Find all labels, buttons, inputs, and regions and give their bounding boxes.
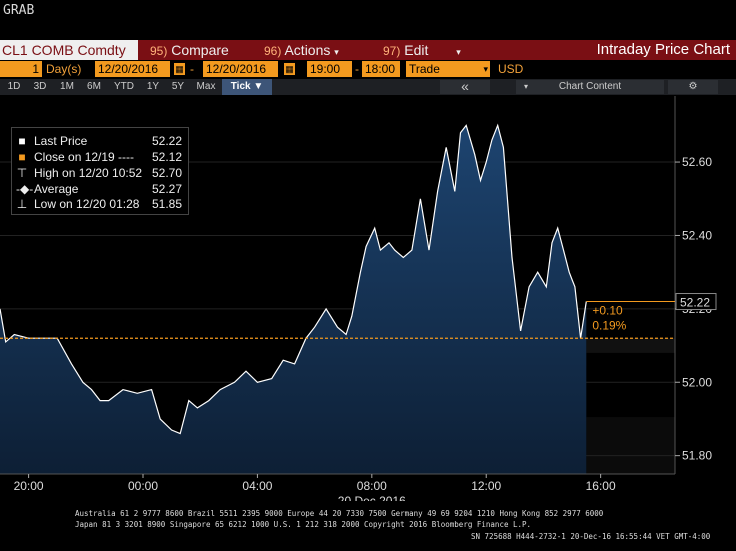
- actions-label: Actions: [284, 42, 331, 58]
- legend-average-label: Average: [34, 182, 79, 196]
- edit-number: 97): [383, 44, 401, 58]
- actions-dropdown-icon: ▾: [334, 47, 339, 57]
- chart-legend[interactable]: ■ Last Price 52.22 ■ Close on 12/19 ---- 5…: [11, 127, 189, 215]
- collapse-button[interactable]: «: [440, 79, 490, 94]
- legend-high-label: High on 12/20 10:52: [34, 166, 143, 180]
- chevron-down-icon: ▾: [483, 64, 488, 74]
- range-5y-button[interactable]: 5Y: [171, 81, 185, 92]
- chart-content-button[interactable]: ▾ Chart Content: [516, 80, 664, 94]
- footer-session: SN 725688 H444-2732-1 20-Dec-16 16:55:44…: [471, 532, 711, 541]
- calendar-icon[interactable]: ▦: [174, 63, 185, 75]
- range-1y-button[interactable]: 1Y: [146, 81, 160, 92]
- range-3d-button[interactable]: 3D: [33, 81, 47, 92]
- period-unit-label[interactable]: Day(s): [46, 62, 82, 76]
- square-icon: ■: [18, 150, 26, 164]
- x-tick-label-5: 16:00: [586, 479, 616, 493]
- legend-high-value: 52.70: [151, 166, 182, 180]
- y-tick-label-1: 52.40: [682, 228, 712, 242]
- legend-low-value: 51.85: [151, 197, 182, 211]
- range-ytd-button[interactable]: YTD: [114, 81, 134, 92]
- start-date-field[interactable]: 12/20/2016: [95, 61, 170, 77]
- range-toolbar: 1D 3D 1M 6M YTD 1Y 5Y Max Tick ▼ « ▾ Cha…: [0, 79, 736, 95]
- event-select[interactable]: Trade ▾: [406, 61, 490, 77]
- footer: Australia 61 2 9777 8600 Brazil 5511 239…: [0, 507, 736, 551]
- window-title: GRAB: [3, 3, 35, 18]
- y-tick-label-0: 52.60: [682, 155, 712, 169]
- period-count-field[interactable]: 1: [0, 61, 42, 77]
- x-tick-label-0: 20:00: [14, 479, 44, 493]
- last-price-tag: 52.22: [680, 296, 710, 310]
- footer-copyright: Japan 81 3 3201 8900 Singapore 65 6212 1…: [75, 520, 532, 529]
- actions-button[interactable]: 96) Actions ▾: [264, 40, 339, 60]
- tick-dropdown[interactable]: Tick ▼: [222, 79, 272, 95]
- change-percent: 0.19%: [592, 319, 626, 333]
- compare-button[interactable]: 95) Compare: [150, 40, 229, 60]
- legend-last-price: ■ Last Price 52.22: [16, 134, 184, 149]
- security-field[interactable]: CL1 COMB Comdty: [0, 40, 138, 60]
- legend-average-value: 52.27: [151, 182, 182, 196]
- calendar-icon[interactable]: ▦: [284, 63, 295, 75]
- chevron-down-icon: ▾: [524, 82, 529, 91]
- y-tick-label-4: 51.80: [682, 449, 712, 463]
- legend-average: -◆-Average 52.27: [16, 182, 184, 197]
- legend-low: ⊥ Low on 12/20 01:28 51.85: [16, 197, 184, 212]
- start-time-field[interactable]: 19:00: [307, 61, 352, 77]
- legend-high: ⊤ High on 12/20 10:52 52.70: [16, 166, 184, 181]
- legend-last-value: 52.22: [151, 134, 182, 148]
- compare-label: Compare: [171, 42, 229, 58]
- end-date-field[interactable]: 12/20/2016: [203, 61, 278, 77]
- x-axis-date-label: 20 Dec 2016: [338, 494, 406, 501]
- average-marker-icon: -◆-: [16, 182, 34, 196]
- area-fill: [0, 125, 587, 475]
- price-annotations: 52.22 +0.100.19%: [586, 293, 717, 333]
- compare-number: 95): [150, 44, 168, 58]
- last-price-tag-box: [675, 293, 717, 311]
- price-area: [0, 123, 587, 475]
- square-icon: ■: [18, 134, 26, 148]
- high-marker-icon: ⊤: [16, 166, 28, 180]
- chart-content-label: Chart Content: [558, 81, 622, 92]
- x-tick-label-4: 12:00: [471, 479, 501, 493]
- range-max-button[interactable]: Max: [196, 81, 216, 92]
- command-bar: CL1 COMB Comdty 95) Compare 96) Actions …: [0, 40, 736, 60]
- legend-close: ■ Close on 12/19 ---- 52.12: [16, 150, 184, 165]
- change-value: +0.10: [592, 304, 623, 318]
- legend-close-value: 52.12: [151, 150, 182, 164]
- x-tick-label-2: 04:00: [242, 479, 272, 493]
- currency-label[interactable]: USD: [498, 62, 524, 76]
- legend-low-label: Low on 12/20 01:28: [34, 197, 140, 211]
- range-6m-button[interactable]: 6M: [87, 81, 101, 92]
- actions-number: 96): [264, 44, 282, 58]
- edit-dropdown-icon: ▾: [456, 47, 461, 57]
- range-1d-button[interactable]: 1D: [7, 81, 21, 92]
- legend-close-label: Close on 12/19 ----: [34, 150, 135, 164]
- x-tick-label-1: 00:00: [128, 479, 158, 493]
- session-band: [586, 417, 675, 474]
- settings-gear-icon[interactable]: ⚙: [668, 80, 718, 94]
- footer-contacts: Australia 61 2 9777 8600 Brazil 5511 239…: [75, 509, 604, 518]
- y-tick-label-3: 52.00: [682, 375, 712, 389]
- last-price-line: [0, 123, 587, 435]
- range-1m-button[interactable]: 1M: [60, 81, 74, 92]
- low-marker-icon: ⊥: [16, 197, 28, 211]
- edit-label: Edit: [404, 42, 429, 58]
- edit-button[interactable]: 97) Edit ▾: [383, 40, 461, 60]
- chart-title: Intraday Price Chart: [596, 41, 730, 58]
- date-separator: -: [190, 62, 194, 76]
- end-time-field[interactable]: 18:00: [362, 61, 400, 77]
- time-separator: -: [355, 62, 359, 76]
- parameter-bar: 1 Day(s) 12/20/2016 ▦ - 12/20/2016 ▦ 19:…: [0, 61, 736, 78]
- legend-last-label: Last Price: [34, 134, 88, 148]
- x-tick-label-3: 08:00: [357, 479, 387, 493]
- event-value: Trade: [409, 62, 440, 76]
- session-band: [586, 338, 675, 353]
- x-axis: 20:00 00:00 04:00 08:00 12:00 16:00 20 Dec 201…: [0, 473, 675, 501]
